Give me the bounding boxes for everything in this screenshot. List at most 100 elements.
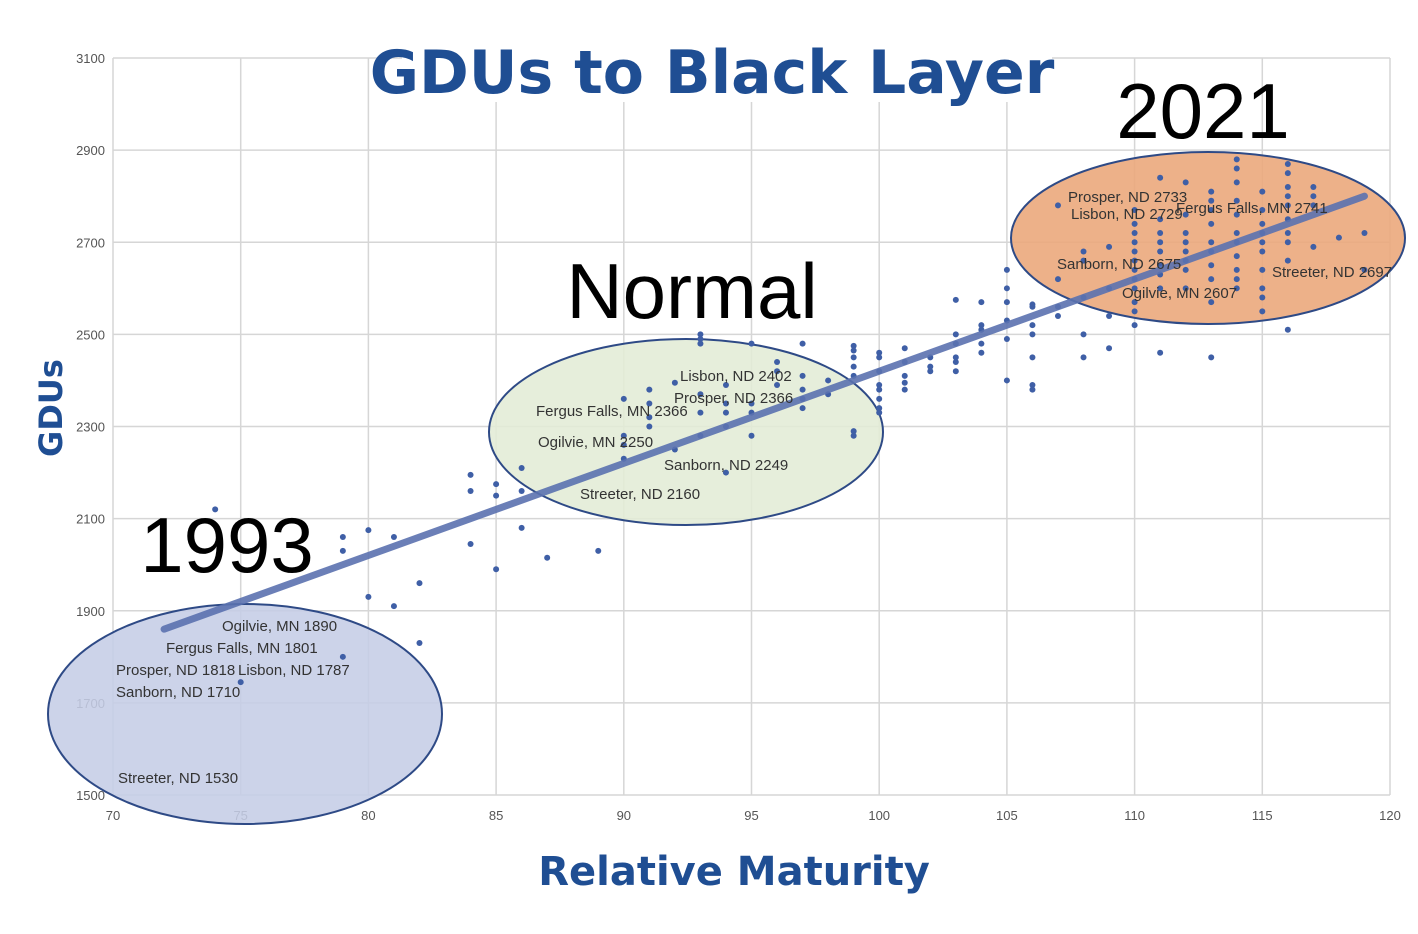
data-point [339, 547, 346, 554]
data-point [1335, 234, 1342, 241]
annotation-2021: 2021 [1116, 67, 1290, 155]
data-point [1208, 197, 1215, 204]
label-normal-fergus: Fergus Falls, MN 2366 [536, 403, 688, 420]
data-point [876, 386, 883, 393]
data-point [1080, 331, 1087, 338]
label-normal-lisbon: Lisbon, ND 2402 [680, 368, 792, 385]
data-point [799, 372, 806, 379]
data-point [876, 354, 883, 361]
data-point [1182, 239, 1189, 246]
data-point [416, 580, 423, 587]
data-point [1131, 230, 1138, 237]
data-point [850, 347, 857, 354]
label-1993-sanborn: Sanborn, ND 1710 [116, 684, 240, 701]
data-point [799, 340, 806, 347]
data-point [901, 386, 908, 393]
data-point [493, 481, 500, 488]
data-point [1054, 312, 1061, 319]
data-point [493, 566, 500, 573]
data-point [646, 386, 653, 393]
y-tick-label: 1500 [76, 788, 105, 803]
label-1993-fergus: Fergus Falls, MN 1801 [166, 640, 318, 657]
data-point [1208, 220, 1215, 227]
x-tick-label: 115 [1252, 808, 1273, 823]
data-point [1310, 193, 1317, 200]
label-1993-streeter: Streeter, ND 1530 [118, 770, 238, 787]
data-point [1054, 202, 1061, 209]
data-point [1003, 285, 1010, 292]
annotation-normal: Normal [566, 247, 817, 335]
y-tick-label: 2500 [76, 327, 105, 342]
data-point [697, 331, 704, 338]
data-point [722, 400, 729, 407]
data-point [1233, 253, 1240, 260]
data-point [1259, 239, 1266, 246]
data-point [697, 340, 704, 347]
data-point [671, 379, 678, 386]
data-point [467, 540, 474, 547]
data-point [825, 377, 832, 384]
label-2021-fergus: Fergus Falls, MN 2741 [1176, 200, 1328, 217]
data-point [952, 368, 959, 375]
data-point [467, 487, 474, 494]
data-point [927, 368, 934, 375]
data-point [1284, 230, 1291, 237]
data-point [365, 593, 372, 600]
data-point [1233, 266, 1240, 273]
annotation-1993: 1993 [140, 501, 314, 589]
data-point [1029, 303, 1036, 310]
chart-title: GDUs to Black Layer [370, 38, 1055, 108]
data-point [876, 349, 883, 356]
data-point [901, 345, 908, 352]
label-1993-lisbon: Lisbon, ND 1787 [238, 662, 350, 679]
data-point [1284, 160, 1291, 167]
data-point [365, 527, 372, 534]
data-point [1182, 266, 1189, 273]
data-point [390, 534, 397, 541]
data-point [1284, 202, 1291, 209]
data-point [518, 487, 525, 494]
label-2021-prosper: Prosper, ND 2733 [1068, 189, 1187, 206]
x-tick-label: 80 [361, 808, 375, 823]
data-point [901, 372, 908, 379]
data-point [1233, 179, 1240, 186]
data-point [1131, 299, 1138, 306]
data-point [595, 547, 602, 554]
data-point [1208, 354, 1215, 361]
data-point [978, 340, 985, 347]
data-point [620, 432, 627, 439]
data-point [1131, 257, 1138, 264]
data-point [1284, 193, 1291, 200]
data-point [1284, 326, 1291, 333]
data-point [467, 471, 474, 478]
data-point [416, 639, 423, 646]
x-tick-label: 90 [617, 808, 631, 823]
x-tick-label: 120 [1379, 808, 1401, 823]
data-point [1003, 377, 1010, 384]
y-tick-label: 1900 [76, 604, 105, 619]
data-point [927, 363, 934, 370]
ellipse-1993 [47, 603, 443, 825]
data-points [212, 156, 1368, 686]
data-point [1233, 211, 1240, 218]
data-point [1208, 276, 1215, 283]
y-tick-label: 2700 [76, 235, 105, 250]
data-point [1080, 354, 1087, 361]
data-point [1284, 170, 1291, 177]
data-point [212, 506, 219, 513]
data-point [1259, 220, 1266, 227]
data-point [339, 653, 346, 660]
data-point [850, 432, 857, 439]
label-1993-prosper: Prosper, ND 1818 [116, 662, 235, 679]
data-point [1131, 308, 1138, 315]
data-point [620, 395, 627, 402]
data-point [697, 335, 704, 342]
label-2021-sanborn: Sanborn, ND 2675 [1057, 256, 1181, 273]
data-point [1029, 354, 1036, 361]
data-point [1361, 266, 1368, 273]
data-point [1259, 266, 1266, 273]
data-point [493, 492, 500, 499]
x-tick-label: 70 [106, 808, 120, 823]
data-point [1182, 211, 1189, 218]
